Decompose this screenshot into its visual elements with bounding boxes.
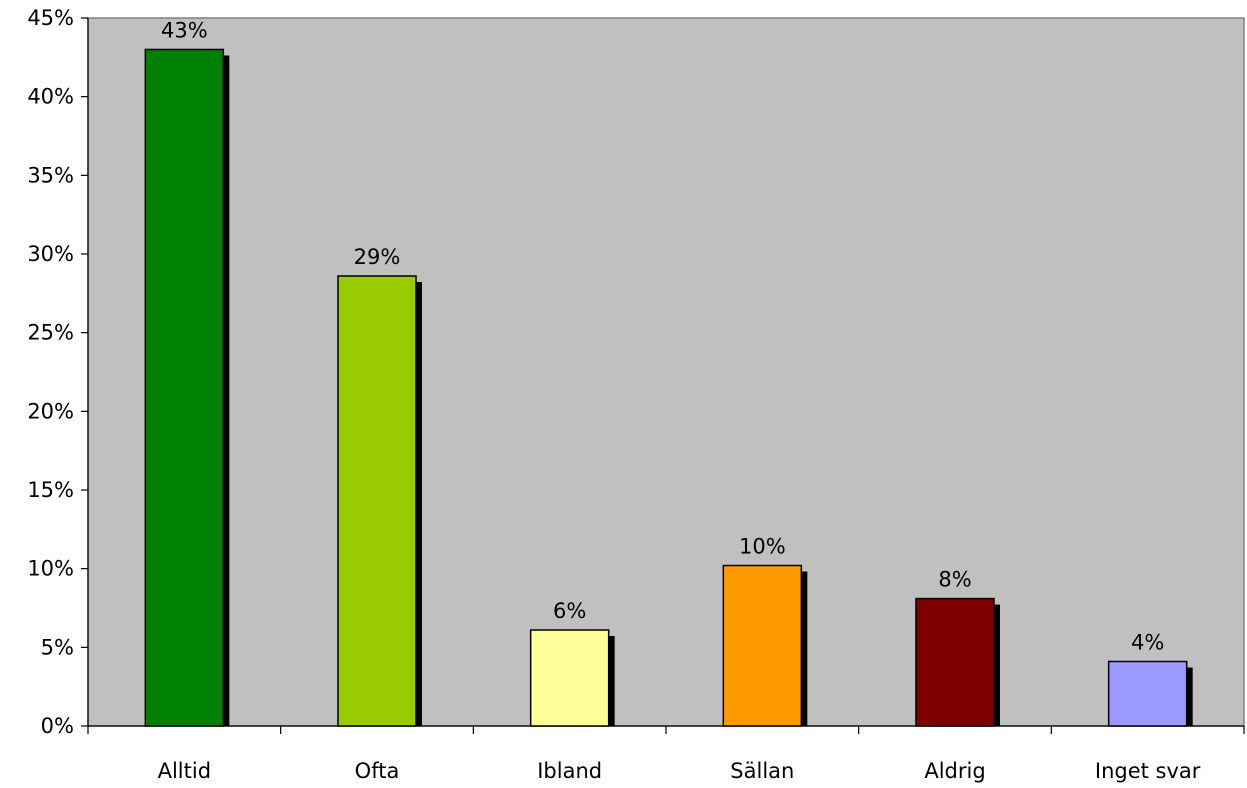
data-labels: 43% 29% 6% 10% 8% 4% — [161, 18, 1164, 654]
x-category-label: Sällan — [730, 759, 794, 783]
data-label: 6% — [553, 599, 586, 623]
data-label: 8% — [938, 568, 971, 592]
y-tick-label: 30% — [27, 242, 74, 266]
bar — [337, 275, 417, 727]
bar — [144, 48, 225, 727]
y-tick-label: 10% — [27, 557, 74, 581]
bar — [1107, 660, 1188, 727]
y-tick-label: 45% — [27, 6, 74, 30]
x-category-label: Ofta — [355, 759, 400, 783]
y-tick-label: 20% — [27, 399, 74, 423]
x-category-label: Alltid — [158, 759, 211, 783]
bar — [722, 564, 803, 727]
y-tick-label: 35% — [27, 163, 74, 187]
bars — [144, 48, 1193, 727]
y-tick-label: 15% — [27, 478, 74, 502]
y-axis: 0% 5% 10% 15% 20% 25% 30% 35% 40% 45% — [27, 6, 89, 738]
x-axis: Alltid Ofta Ibland Sällan Aldrig Inget svar — [87, 725, 1245, 783]
data-label: 43% — [161, 18, 208, 42]
y-tick-label: 5% — [41, 635, 74, 659]
y-tick-label: 40% — [27, 85, 74, 109]
plot-area — [87, 17, 1245, 727]
y-tick-label: 0% — [41, 714, 74, 738]
x-category-label: Aldrig — [924, 759, 985, 783]
data-label: 10% — [739, 535, 786, 559]
data-label: 4% — [1131, 630, 1164, 654]
bar — [915, 597, 995, 727]
x-category-label: Ibland — [537, 759, 602, 783]
y-tick-label: 25% — [27, 321, 74, 345]
data-label: 29% — [354, 245, 401, 269]
bar — [529, 629, 610, 727]
x-category-label: Inget svar — [1095, 759, 1201, 783]
